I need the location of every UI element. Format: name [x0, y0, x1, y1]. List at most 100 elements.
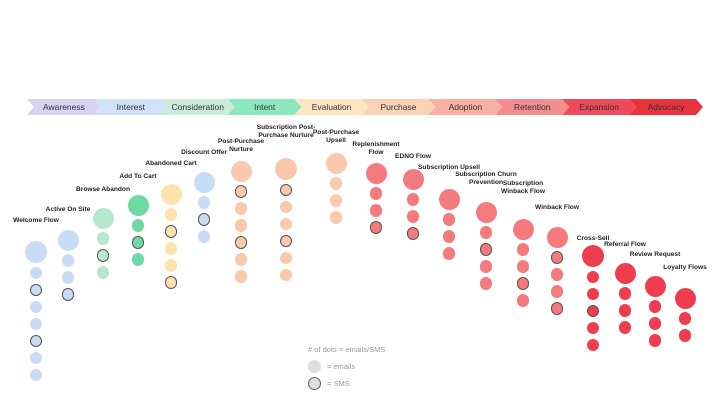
- flow-email-dot: [29, 351, 43, 365]
- stage-chevron-expansion: [562, 99, 637, 115]
- flow-sms-dot: [61, 288, 75, 301]
- flow-email-dot: [586, 321, 600, 335]
- stage-chevron-adoption: [428, 99, 503, 115]
- flow-email-dot: [279, 268, 293, 282]
- flow-email-dot: [369, 204, 383, 217]
- flow-sms-dot: [279, 183, 293, 197]
- flow-sms-dot: [234, 185, 248, 198]
- flow-email-dot: [164, 242, 178, 255]
- flow-email-dot: [479, 226, 493, 239]
- flow-email-dot: [234, 270, 248, 283]
- flow-label-subscription-churn-prevention: Subscription Churn Prevention: [455, 171, 517, 187]
- flow-sms-dot: [586, 304, 600, 318]
- flow-main-dot: [644, 275, 666, 297]
- flow-email-dot: [516, 294, 530, 307]
- flow-sms-dot: [550, 302, 564, 315]
- flow-label-welcome-flow: Welcome Flow: [13, 217, 59, 224]
- flow-email-dot: [369, 187, 383, 200]
- flow-label-winback-flow: Winback Flow: [535, 204, 579, 211]
- flow-email-dot: [131, 253, 145, 266]
- flow-email-dot: [29, 368, 43, 382]
- stage-label-advocacy: Advocacy: [648, 102, 686, 112]
- flow-email-dot: [279, 251, 293, 265]
- flow-main-dot: [614, 262, 636, 284]
- stage-label-evaluation: Evaluation: [312, 102, 352, 112]
- flow-label-subscription-post-purchase-nurture: Subscription Post-Purchase Nurture: [256, 124, 316, 140]
- flow-sms-dot: [479, 243, 493, 256]
- legend-email-dot: [308, 360, 321, 373]
- flow-main-dot: [365, 162, 387, 184]
- flow-email-dot: [164, 259, 178, 272]
- flow-email-dot: [329, 177, 343, 190]
- flow-email-dot: [442, 213, 456, 226]
- flow-main-dot: [92, 207, 114, 229]
- flow-email-dot: [61, 254, 75, 267]
- flow-main-dot: [127, 194, 149, 216]
- flow-label-cross-sell: Cross-Sell: [576, 235, 610, 242]
- flow-email-dot: [131, 219, 145, 232]
- flow-sms-dot: [516, 277, 530, 290]
- stage-chevron-evaluation: [294, 99, 369, 115]
- flow-main-dot: [402, 168, 424, 190]
- flow-email-dot: [406, 210, 420, 223]
- stage-label-awareness: Awareness: [43, 102, 85, 112]
- flow-label-referral-flow: Referral Flow: [604, 241, 646, 248]
- flow-email-dot: [648, 300, 662, 313]
- flow-sms-dot: [406, 227, 420, 240]
- flow-email-dot: [516, 243, 530, 256]
- flow-email-dot: [550, 285, 564, 298]
- flow-main-dot: [582, 245, 604, 267]
- flow-main-dot: [512, 218, 534, 240]
- stage-chevron-awareness: [27, 99, 101, 115]
- flow-label-replenishment-flow: Replenishment Flow: [352, 141, 400, 157]
- flow-email-dot: [442, 230, 456, 243]
- stage-chevron-consideration: [160, 99, 235, 115]
- flow-label-browse-abandon: Browse Abandon: [76, 186, 130, 193]
- flow-main-dot: [546, 226, 568, 248]
- flow-email-dot: [586, 338, 600, 352]
- stage-chevron-advocacy: [629, 99, 703, 115]
- flow-sms-dot: [164, 225, 178, 238]
- flow-email-dot: [234, 219, 248, 232]
- stage-label-adoption: Adoption: [449, 102, 483, 112]
- flow-email-dot: [197, 230, 211, 243]
- flow-label-review-request: Review Request: [629, 251, 681, 258]
- flow-email-dot: [678, 329, 692, 342]
- stage-label-intent: Intent: [254, 102, 276, 112]
- flow-main-dot: [475, 201, 497, 223]
- stage-chevron-interest: [93, 99, 168, 115]
- flow-email-dot: [618, 287, 632, 300]
- flow-email-dot: [550, 268, 564, 281]
- flow-email-dot: [442, 247, 456, 260]
- flow-email-dot: [406, 193, 420, 206]
- flow-sms-dot: [29, 283, 43, 297]
- flow-email-dot: [29, 317, 43, 331]
- flow-email-dot: [164, 208, 178, 221]
- flow-sms-dot: [279, 234, 293, 248]
- flow-email-dot: [197, 196, 211, 209]
- flow-email-dot: [61, 271, 75, 284]
- legend-sms-label: = SMS: [327, 379, 350, 388]
- flow-label-subscription-winback-flow: Subscription Winback Flow: [501, 180, 545, 196]
- flow-label-subscription-upsell: Subscription Upsell: [418, 164, 480, 171]
- legend-title: # of dots = emails/SMS: [308, 345, 386, 354]
- flow-main-dot: [438, 188, 460, 210]
- flow-label-post-purchase-nurture: Post-Purchase Nurture: [217, 138, 265, 154]
- stage-chevron-retention: [495, 99, 570, 115]
- flow-sms-dot: [96, 249, 110, 262]
- flow-label-add-to-cart: Add To Cart: [119, 173, 157, 180]
- flow-email-dot: [479, 277, 493, 290]
- flow-main-dot: [160, 183, 182, 205]
- flow-label-loyalty-flows: Loyalty Flows: [663, 264, 707, 271]
- stage-label-retention: Retention: [514, 102, 551, 112]
- flow-sms-dot: [234, 236, 248, 249]
- flow-sms-dot: [29, 334, 43, 348]
- flow-label-abandoned-cart: Abandoned Cart: [145, 160, 197, 167]
- stage-label-expansion: Expansion: [579, 102, 619, 112]
- stage-chevron-purchase: [361, 99, 436, 115]
- flow-email-dot: [516, 260, 530, 273]
- legend-email-label: = emails: [327, 362, 356, 371]
- stage-label-interest: Interest: [117, 102, 146, 112]
